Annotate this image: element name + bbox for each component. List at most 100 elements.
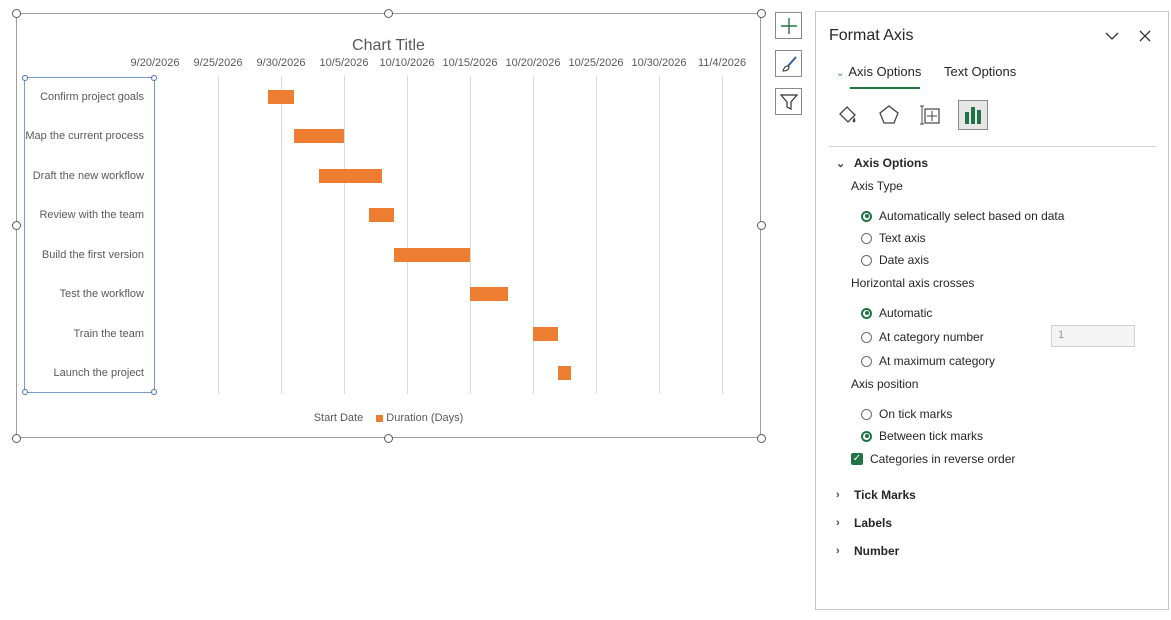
duration-bar[interactable] — [369, 208, 395, 223]
bar-chart-icon — [965, 107, 981, 124]
date-tick-label: 10/20/2026 — [505, 57, 561, 69]
duration-bar[interactable] — [533, 326, 559, 341]
radio-button[interactable] — [861, 254, 872, 266]
date-tick-label: 10/25/2026 — [568, 57, 624, 69]
checkbox-checked[interactable]: ✓ — [851, 453, 863, 465]
chevron-down-icon — [1105, 32, 1119, 40]
resize-handle[interactable] — [757, 221, 766, 230]
category-label: Test the workflow — [59, 288, 144, 301]
selection-handle[interactable] — [151, 75, 157, 81]
radio-button[interactable] — [861, 430, 872, 442]
chart-title[interactable]: Chart Title — [352, 37, 425, 54]
date-tick-label: 11/4/2026 — [697, 57, 747, 69]
radio-button[interactable] — [861, 210, 872, 222]
section-labels[interactable]: › Labels — [836, 516, 893, 530]
radio-on-tick-marks[interactable]: On tick marks — [861, 407, 952, 421]
selection-handle[interactable] — [151, 389, 157, 395]
resize-handle[interactable] — [12, 9, 21, 18]
tab-text-options[interactable]: Text Options — [944, 64, 1017, 79]
radio-date-axis[interactable]: Date axis — [861, 253, 929, 267]
chart-styles-button[interactable] — [775, 50, 802, 77]
gridline — [281, 76, 282, 394]
pentagon-icon — [879, 105, 899, 124]
duration-bar[interactable] — [318, 168, 382, 183]
chart-area[interactable]: Chart Title 9/20/2026 9/25/2026 9/30/2026 1… — [16, 13, 761, 438]
radio-crosses-category-number[interactable]: At category number — [861, 330, 984, 344]
category-label: Review with the team — [39, 209, 144, 222]
fill-line-tab[interactable] — [832, 100, 862, 130]
filter-icon — [779, 93, 798, 110]
tab-axis-options[interactable]: ⌄ Axis Options — [836, 64, 922, 79]
radio-between-tick-marks[interactable]: Between tick marks — [861, 429, 983, 443]
axis-options-tab[interactable] — [958, 100, 988, 130]
section-number[interactable]: › Number — [836, 544, 900, 558]
chart-legend[interactable]: Start Date Duration (Days) — [17, 412, 760, 424]
date-tick-label: 10/5/2026 — [319, 57, 369, 69]
brush-icon — [781, 55, 797, 72]
chart-elements-button[interactable] — [775, 12, 802, 39]
date-tick-label: 9/25/2026 — [193, 57, 243, 69]
chevron-right-icon: › — [836, 517, 840, 529]
axis-type-label: Axis Type — [851, 179, 903, 193]
category-number-input[interactable]: 1 — [1051, 325, 1135, 347]
resize-handle[interactable] — [757, 9, 766, 18]
legend-entry-start-date[interactable]: Start Date — [313, 412, 364, 424]
duration-bar[interactable] — [470, 287, 508, 302]
duration-bar[interactable] — [293, 129, 344, 144]
radio-button[interactable] — [861, 232, 872, 244]
selection-handle[interactable] — [22, 75, 28, 81]
axis-crosses-label: Horizontal axis crosses — [851, 276, 975, 290]
axis-position-label: Axis position — [851, 377, 919, 391]
category-label: Draft the new workflow — [32, 169, 144, 182]
category-label: Confirm project goals — [40, 90, 144, 103]
category-label: Map the current process — [25, 130, 144, 143]
radio-crosses-max-category[interactable]: At maximum category — [861, 354, 995, 368]
pane-divider — [829, 146, 1157, 147]
format-axis-pane[interactable]: Format Axis ⌄ Axis Options Text Options — [815, 11, 1169, 610]
effects-tab[interactable] — [874, 100, 904, 130]
plot-area[interactable]: 9/20/2026 9/25/2026 9/30/2026 10/5/2026 10/1… — [17, 14, 762, 439]
resize-handle[interactable] — [384, 434, 393, 443]
resize-handle[interactable] — [12, 434, 21, 443]
close-pane-button[interactable] — [1135, 26, 1155, 46]
gridline — [470, 76, 471, 394]
gridline — [533, 76, 534, 394]
date-tick-label: 9/30/2026 — [256, 57, 306, 69]
radio-button[interactable] — [861, 408, 872, 420]
duration-bar[interactable] — [558, 366, 571, 381]
size-properties-tab[interactable] — [916, 100, 946, 130]
gridline — [218, 76, 219, 394]
category-axis-selection[interactable] — [22, 75, 157, 395]
close-icon — [1139, 30, 1151, 42]
radio-auto-axis[interactable]: Automatically select based on data — [861, 209, 1064, 223]
pane-options-button[interactable] — [1102, 26, 1122, 46]
duration-bar[interactable] — [268, 89, 294, 104]
legend-entry-duration[interactable]: Duration (Days) — [376, 412, 463, 424]
radio-crosses-automatic[interactable]: Automatic — [861, 306, 932, 320]
section-tick-marks[interactable]: › Tick Marks — [836, 488, 916, 502]
radio-button[interactable] — [861, 355, 872, 367]
pane-title: Format Axis — [829, 27, 914, 44]
section-axis-options[interactable]: ⌄ Axis Options — [836, 156, 929, 170]
gridline — [659, 76, 660, 394]
chevron-down-icon: ⌄ — [836, 157, 846, 170]
duration-bar[interactable] — [394, 247, 470, 262]
resize-handle[interactable] — [384, 9, 393, 18]
legend-swatch — [376, 414, 384, 422]
date-tick-label: 10/15/2026 — [442, 57, 498, 69]
gridline — [722, 76, 723, 394]
resize-handle[interactable] — [12, 221, 21, 230]
plus-icon — [780, 17, 797, 34]
radio-text-axis[interactable]: Text axis — [861, 231, 926, 245]
category-label: Launch the project — [53, 367, 144, 380]
size-properties-icon — [920, 105, 940, 125]
radio-button[interactable] — [861, 307, 872, 319]
gridline — [344, 76, 345, 394]
resize-handle[interactable] — [757, 434, 766, 443]
category-label: Train the team — [73, 327, 144, 340]
date-tick-label: 9/20/2026 — [130, 57, 180, 69]
selection-handle[interactable] — [22, 389, 28, 395]
radio-button[interactable] — [861, 331, 872, 343]
chart-filters-button[interactable] — [775, 88, 802, 115]
reverse-order-checkbox-row[interactable]: ✓ Categories in reverse order — [851, 452, 1016, 466]
